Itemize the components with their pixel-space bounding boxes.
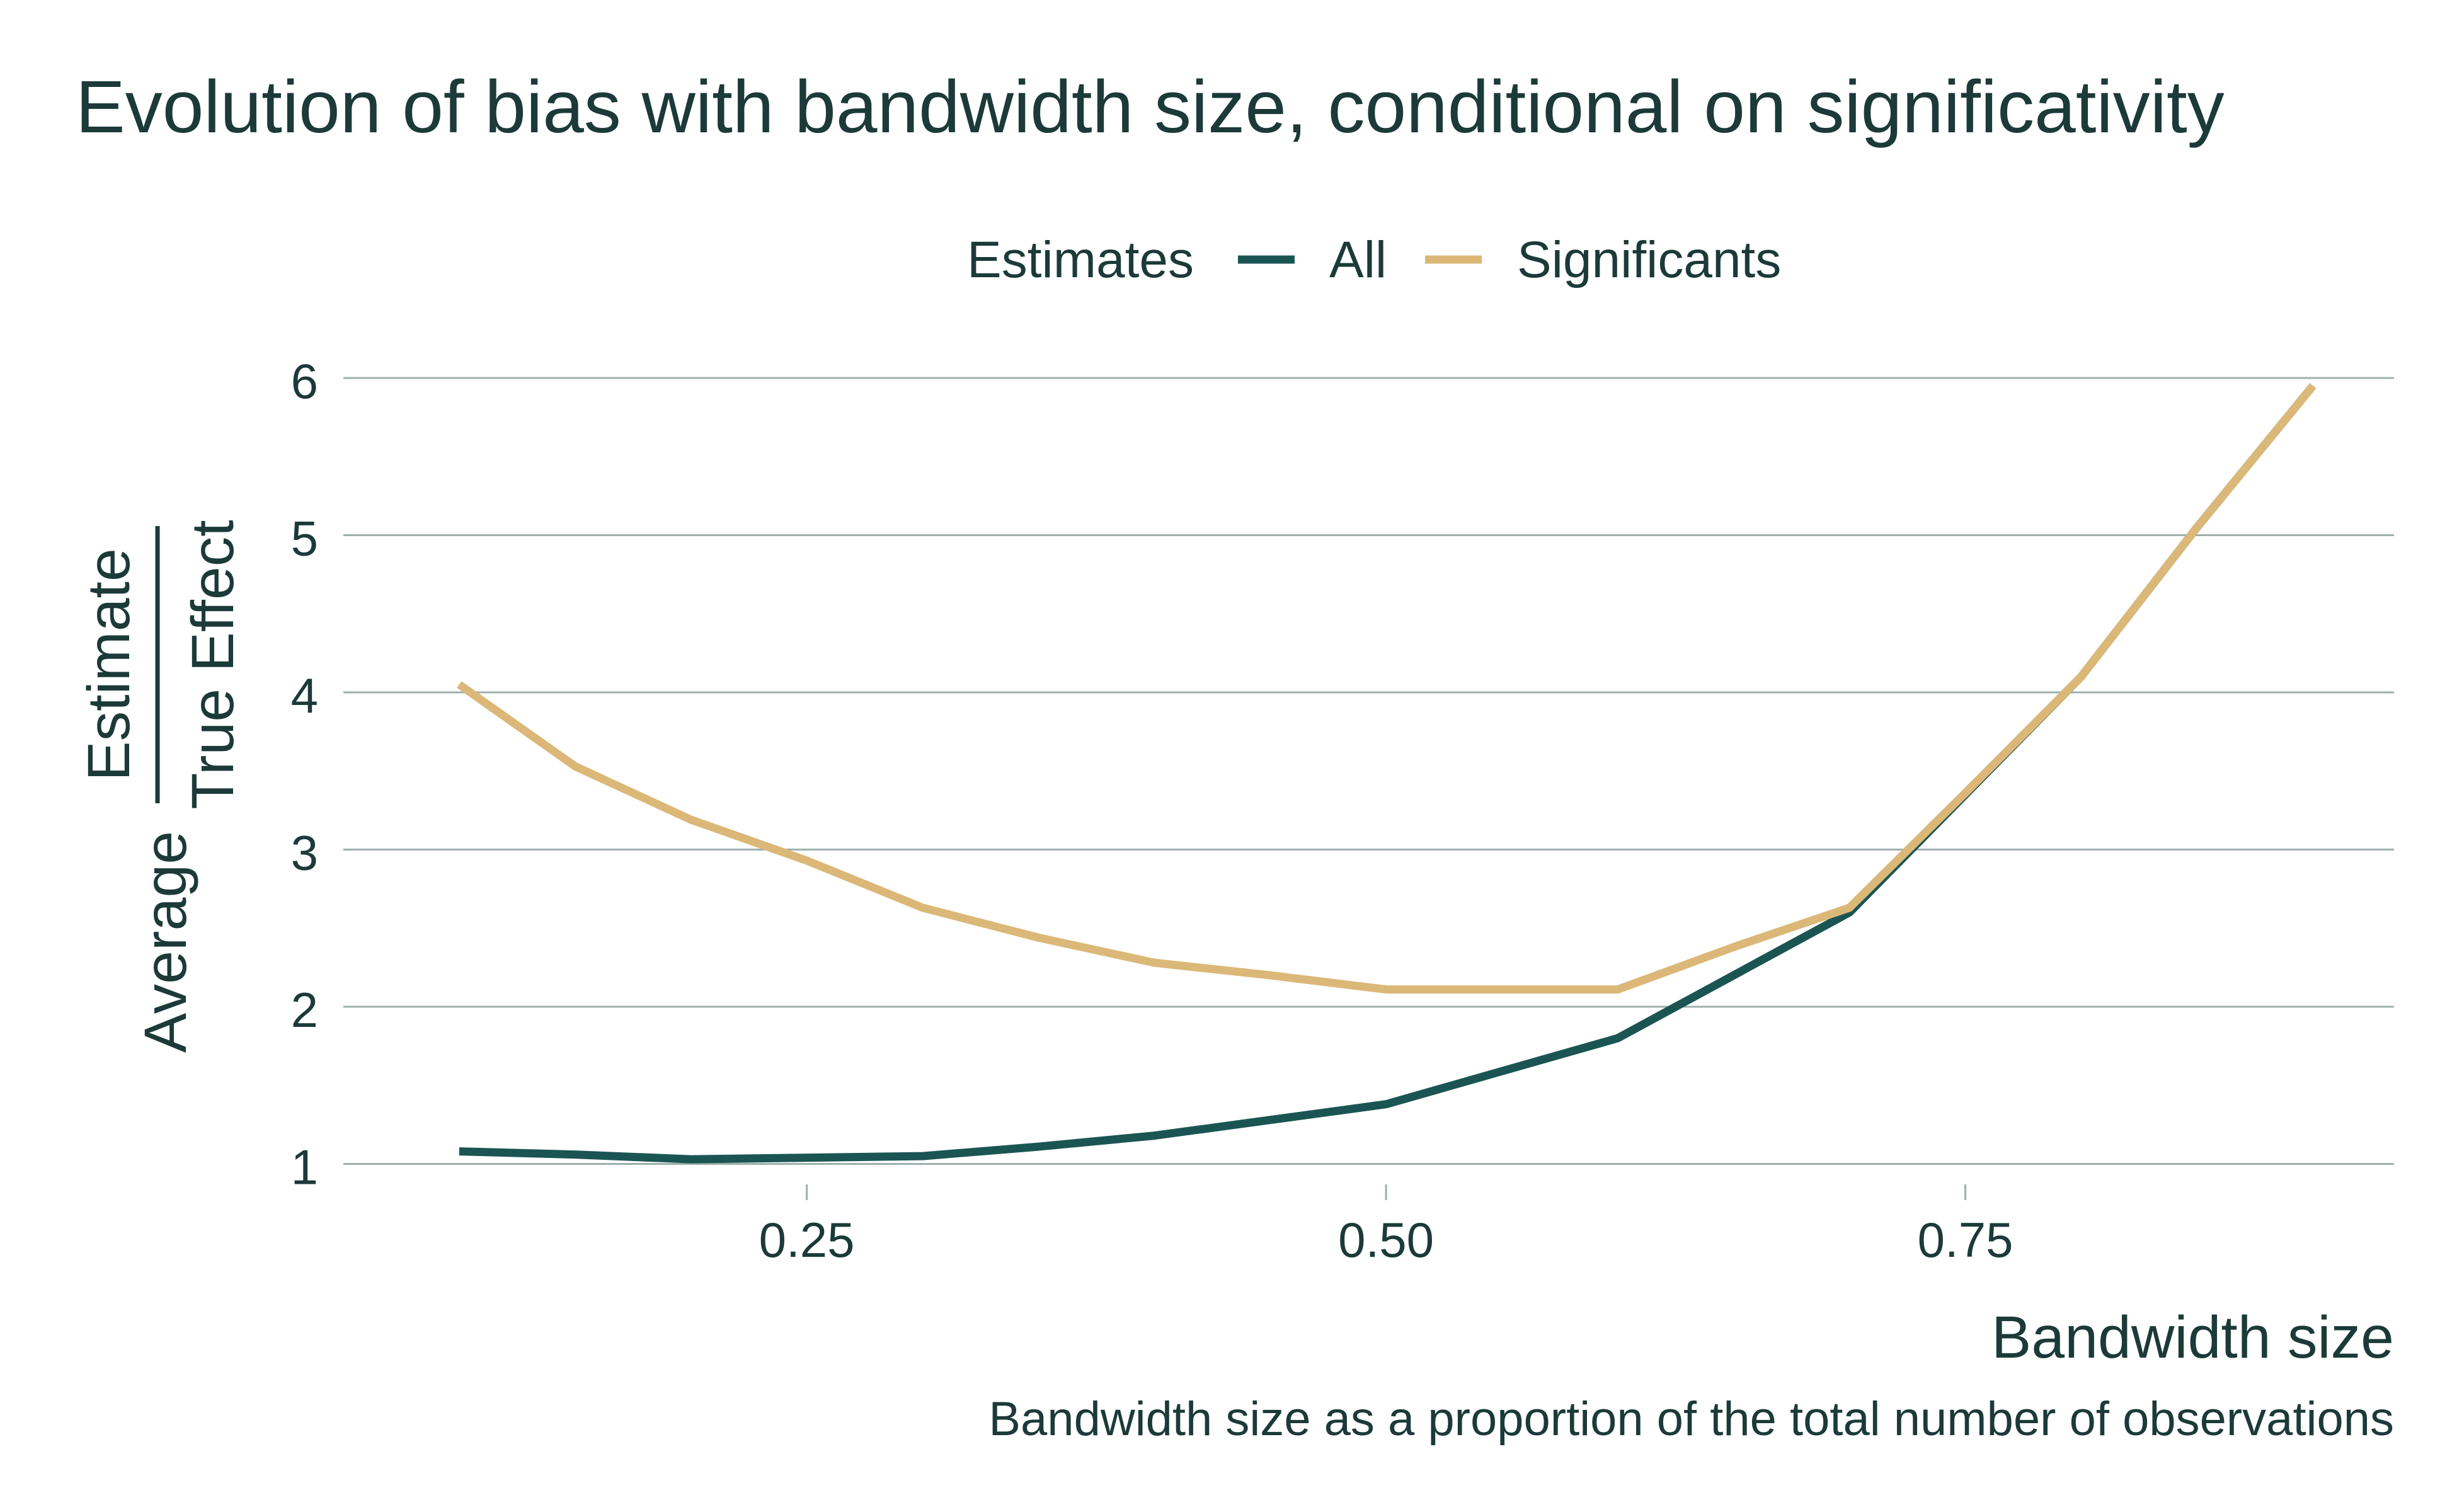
series-group: [457, 383, 2317, 1164]
y-axis-label: Average Estimate True Effect: [76, 520, 246, 1053]
y-tick-label-3: 3: [291, 825, 318, 881]
legend-title: Estimates: [967, 231, 1194, 289]
x-axis-label: Bandwidth size: [1991, 1304, 2394, 1371]
y-axis-label-prefix: Average: [132, 831, 199, 1053]
y-tick-label-1: 1: [291, 1140, 318, 1195]
legend: Estimates All Significants: [967, 231, 1781, 289]
chart-caption: Bandwidth size as a proportion of the to…: [988, 1392, 2394, 1446]
y-axis-label-numerator: Estimate: [76, 548, 142, 781]
x-tick-label-0.25: 0.25: [759, 1212, 855, 1268]
y-axis-label-denominator: True Effect: [180, 520, 246, 809]
y-tick-label-4: 4: [291, 668, 318, 723]
x-tick-label-0.75: 0.75: [1918, 1212, 2013, 1268]
y-tick-label-6: 6: [291, 353, 318, 409]
series-line-significants: [457, 383, 2317, 994]
gridlines: [343, 377, 2394, 1166]
legend-label-all: All: [1329, 231, 1387, 289]
y-tick-label-5: 5: [291, 510, 318, 566]
y-tick-label-2: 2: [291, 982, 318, 1038]
chart-title: Evolution of bias with bandwidth size, c…: [76, 66, 2225, 149]
legend-label-significants: Significants: [1517, 231, 1781, 289]
x-axis-ticks: 0.25 0.50 0.75: [759, 1184, 2013, 1268]
y-axis-ticks: 1 2 3 4 5 6: [291, 353, 318, 1195]
x-tick-label-0.5: 0.50: [1338, 1212, 1434, 1268]
